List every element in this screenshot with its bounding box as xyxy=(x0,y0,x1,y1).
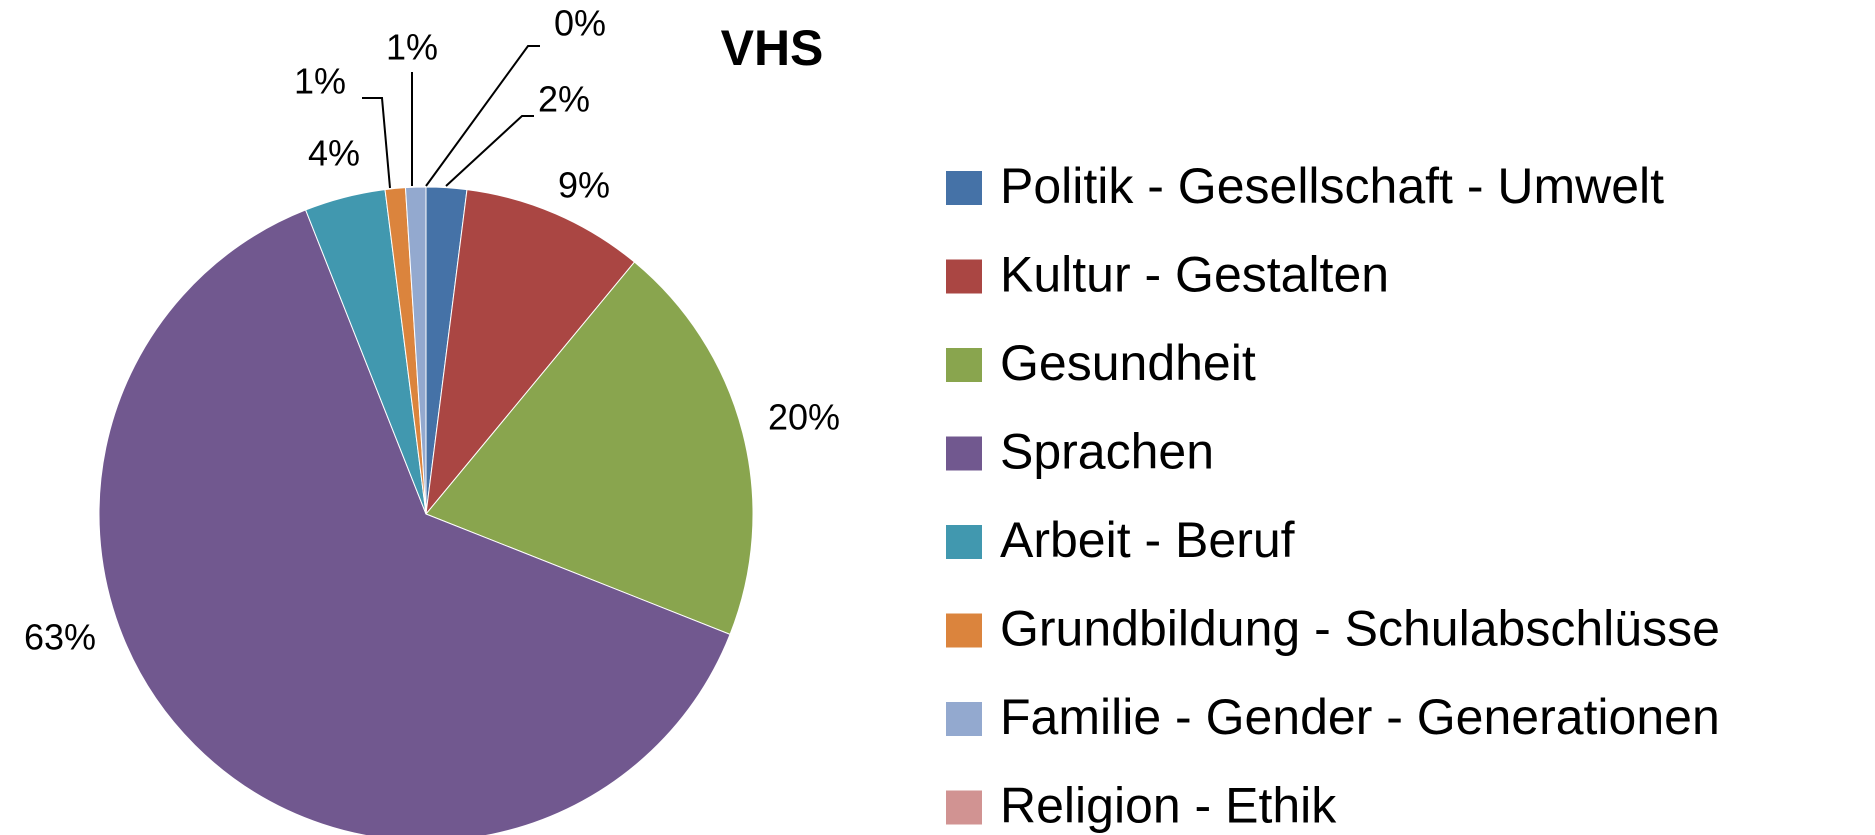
data-label: 1% xyxy=(386,27,438,68)
pie-slice xyxy=(425,189,636,516)
pie-slice xyxy=(425,261,754,636)
legend-swatch xyxy=(946,436,982,471)
data-label: 2% xyxy=(538,79,590,120)
legend-swatch xyxy=(946,525,982,559)
legend-label: Grundbildung - Schulabschlüsse xyxy=(1000,601,1720,657)
data-label: 20% xyxy=(768,397,840,438)
leader-line xyxy=(425,45,540,187)
legend-swatch xyxy=(946,348,982,382)
legend-swatch xyxy=(946,171,982,205)
legend-label: Religion - Ethik xyxy=(1000,778,1337,834)
chart-title: VHS xyxy=(721,20,824,76)
legend-label: Arbeit - Beruf xyxy=(1000,512,1295,568)
data-label: 4% xyxy=(308,133,360,174)
data-label: 9% xyxy=(558,165,610,206)
leader-line xyxy=(362,97,391,189)
legend-swatch xyxy=(946,702,982,736)
legend-label: Kultur - Gestalten xyxy=(1000,247,1389,303)
data-label: 63% xyxy=(24,617,96,658)
pie-slice xyxy=(98,209,731,835)
data-label: 0% xyxy=(554,3,606,44)
legend-label: Gesundheit xyxy=(1000,335,1256,391)
leader-line xyxy=(445,115,534,187)
legend-swatch xyxy=(946,613,982,648)
legend-label: Familie - Gender - Generationen xyxy=(1000,689,1720,745)
legend-swatch xyxy=(946,259,982,294)
legend-label: Sprachen xyxy=(1000,424,1214,480)
legend-label: Politik - Gesellschaft - Umwelt xyxy=(1000,158,1664,214)
legend-swatch xyxy=(946,790,982,825)
data-label: 1% xyxy=(294,61,346,102)
